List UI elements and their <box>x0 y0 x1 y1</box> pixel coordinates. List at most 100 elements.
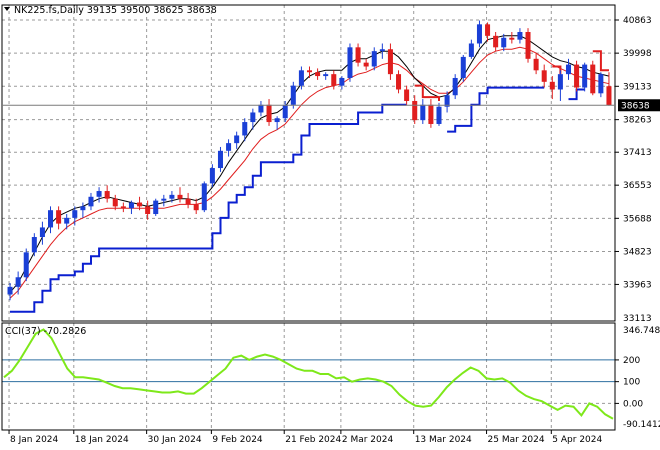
candle-down <box>266 104 272 123</box>
trail-support-segment <box>568 88 585 101</box>
candle-down <box>120 206 126 209</box>
candle-down <box>606 86 612 106</box>
candle-down <box>412 100 418 121</box>
candle-down <box>56 210 62 224</box>
y-tick-label: 34823 <box>623 247 652 257</box>
candle-up <box>565 64 571 75</box>
y-tick-label: 38263 <box>623 116 652 126</box>
candle-up <box>436 106 442 124</box>
x-tick-label: 5 Apr 2024 <box>552 435 602 445</box>
cci-line <box>2 328 615 420</box>
candles <box>7 20 612 301</box>
candle-up <box>88 196 94 207</box>
candle-down <box>112 198 118 207</box>
candle-up <box>161 198 167 201</box>
candle-down <box>493 35 499 48</box>
candle-down <box>549 81 555 90</box>
candle-up <box>250 112 256 123</box>
x-tick-label: 2 Mar 2024 <box>342 435 394 445</box>
candle-down <box>404 89 410 101</box>
candle-up <box>242 122 248 136</box>
candle-up <box>72 210 78 218</box>
main-panel-frame <box>1 4 616 322</box>
y-tick-label: 37413 <box>623 148 652 158</box>
x-tick-label: 13 Mar 2024 <box>415 435 472 445</box>
cci-series-line <box>3 328 614 420</box>
candle-up <box>598 74 604 94</box>
candle-down <box>533 58 539 71</box>
candle-down <box>137 202 143 207</box>
x-tick-label: 8 Jan 2024 <box>10 435 58 445</box>
candle-up <box>153 200 159 215</box>
candle-down <box>177 194 183 199</box>
candle-up <box>64 217 70 224</box>
ma-slow-line <box>9 46 610 299</box>
candle-down <box>574 64 580 88</box>
candle-up <box>274 118 280 123</box>
main-header: NK225.fs,Daily 39135 39500 38625 38638 <box>4 5 217 16</box>
y-tick-label: 35688 <box>623 214 652 224</box>
candle-up <box>379 49 385 52</box>
candle-down <box>485 24 491 36</box>
x-tick-label: 18 Jan 2024 <box>75 435 129 445</box>
candle-up <box>96 191 102 197</box>
candle-down <box>306 70 313 73</box>
candle-up <box>282 104 288 119</box>
candle-up <box>226 143 232 151</box>
candle-down <box>525 31 531 59</box>
candle-up <box>557 74 563 90</box>
current-price-label: 38638 <box>621 101 650 111</box>
candle-down <box>541 70 547 82</box>
candle-up <box>209 168 215 184</box>
y-tick-label: 33963 <box>623 280 652 290</box>
candle-up <box>323 74 329 77</box>
candle-down <box>193 204 199 211</box>
x-tick-label: 9 Feb 2024 <box>212 435 263 445</box>
candle-up <box>128 202 134 209</box>
candle-up <box>23 252 29 278</box>
candle-up <box>80 206 86 211</box>
candle-up <box>476 24 482 44</box>
candle-up <box>517 31 523 40</box>
cci-panel-frame <box>1 322 616 431</box>
candle-up <box>48 210 54 228</box>
candle-up <box>234 135 240 144</box>
trail-resistance-segment <box>414 84 440 101</box>
x-tick-label: 30 Jan 2024 <box>148 435 202 445</box>
candle-down <box>387 49 393 75</box>
current-price-box <box>618 99 660 112</box>
candle-up <box>371 51 377 67</box>
cci-top-label: 346.7489 <box>623 326 660 336</box>
y-tick-label: 39133 <box>623 82 652 92</box>
candle-down <box>509 37 515 40</box>
candle-down <box>590 64 596 94</box>
candle-up <box>452 77 458 96</box>
candle-down <box>315 72 321 77</box>
triangle-down-icon <box>4 7 10 11</box>
candle-up <box>15 277 21 287</box>
candle-up <box>298 70 304 86</box>
cci-y-tick-label: 200 <box>623 356 640 366</box>
candle-down <box>185 198 191 205</box>
candle-up <box>582 64 588 88</box>
trail-support-segment <box>10 103 407 313</box>
candle-up <box>339 77 345 86</box>
candle-up <box>468 43 474 57</box>
candle-up <box>7 286 13 295</box>
candle-down <box>396 74 402 90</box>
labels: 33963 34823 35688 36553 37413 38263 39133 39998… <box>10 16 660 445</box>
cci-bottom-label: -90.1412 <box>623 420 660 430</box>
candle-up <box>39 227 45 238</box>
trail-resistance-segment <box>592 50 609 72</box>
candle-up <box>501 37 507 48</box>
cci-y-tick-label: 0.00 <box>623 399 643 409</box>
candle-up <box>290 85 296 105</box>
candle-down <box>355 47 361 63</box>
y-bottom-label: 33113 <box>623 314 652 324</box>
trail-support-segment <box>447 86 545 133</box>
candle-up <box>444 95 450 107</box>
y-tick-label: 39998 <box>623 49 652 59</box>
candle-up <box>347 47 353 78</box>
candle-up <box>460 56 466 78</box>
